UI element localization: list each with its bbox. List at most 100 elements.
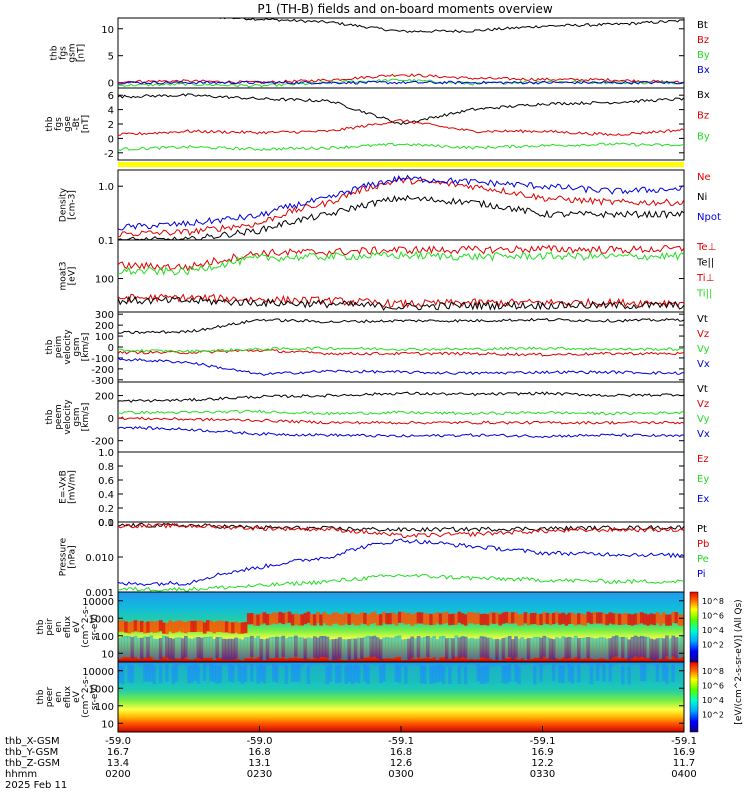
spectrogram-noise — [231, 638, 235, 660]
spectrogram-noise — [542, 665, 547, 684]
spectrogram-noise — [218, 636, 223, 658]
spectrogram-noise — [162, 635, 166, 657]
spectrogram-band — [482, 613, 487, 625]
spectrogram-noise — [397, 635, 402, 657]
spectrogram-noise — [479, 636, 484, 658]
spectrogram-band — [435, 612, 440, 624]
spectrogram-band — [124, 621, 128, 633]
spectrogram-noise — [586, 637, 591, 659]
y-tick-label: 10 — [101, 649, 114, 660]
spectrogram-band — [275, 612, 279, 625]
spectrogram-noise — [507, 635, 512, 657]
spectrogram-noise — [451, 638, 455, 660]
spectrogram-noise — [309, 638, 314, 660]
spectrogram-band — [671, 611, 676, 623]
y-axis-label: peem — [54, 404, 64, 430]
spectrogram-band — [608, 612, 613, 624]
spectrogram-noise — [646, 664, 650, 683]
spectrogram-noise — [639, 635, 644, 657]
spectrogram-band — [334, 612, 339, 624]
spectrogram-band — [633, 613, 638, 625]
spectrogram-band — [539, 613, 543, 626]
spectrogram-band — [658, 614, 663, 626]
spectrogram-band — [599, 612, 603, 624]
spectrogram-noise — [479, 666, 484, 685]
spectrogram-noise — [297, 637, 301, 659]
spectrogram-noise — [441, 666, 446, 685]
spectrogram-noise — [511, 639, 515, 661]
spectrogram-band — [580, 613, 584, 625]
spectrogram-noise — [583, 663, 588, 682]
y-axis-label: moat3 — [59, 261, 69, 290]
y-tick-label: 1.0 — [98, 182, 114, 193]
y-tick-label: 0.4 — [98, 490, 114, 501]
spectrogram-band — [259, 613, 264, 625]
spectrogram-noise — [599, 665, 603, 684]
spectrogram-noise — [595, 638, 600, 660]
spectrogram-noise — [118, 637, 122, 659]
spectrogram-noise — [143, 636, 147, 658]
spectrogram-noise — [124, 665, 128, 683]
spectrogram-noise — [121, 636, 125, 658]
spectrogram-noise — [665, 666, 669, 684]
y-axis-label: [nPa] — [68, 545, 78, 568]
spectrogram-noise — [404, 666, 408, 684]
y-tick-label: 0.2 — [98, 504, 114, 515]
spectrogram-noise — [511, 664, 515, 682]
spectrogram-noise — [206, 666, 210, 684]
panel-fgs_gse: 6 4 2 0 -2 thb fgs gse -Bt [nT] Bx Bz By — [45, 87, 710, 161]
spectrogram-noise — [551, 639, 556, 661]
spectrogram-band — [212, 622, 216, 634]
spectrogram-band — [495, 612, 499, 624]
spectrogram-band — [583, 614, 588, 626]
spectrogram-noise — [643, 636, 647, 658]
spectrogram-band — [577, 613, 581, 625]
spectrogram-noise — [577, 638, 581, 660]
y-tick-label: 0.001 — [85, 588, 114, 599]
spectrogram-noise — [319, 663, 323, 682]
legend-temperature: Ti|| — [696, 289, 712, 300]
spectrogram-noise — [341, 639, 345, 661]
spectrogram-noise — [391, 664, 396, 682]
spectrogram-noise — [218, 665, 223, 684]
panel-fgs_gsm: 10 5 0 thb fgs gsm [nT] Bt Bz By Bx — [50, 17, 710, 90]
spectrogram-noise — [294, 635, 298, 657]
x-tick-label: 0400 — [671, 769, 696, 780]
y-axis-label: gse — [63, 116, 73, 132]
panel-peir_spec: 10000 1000 100 10 thb peir en eflux eV (cm^2-s-sr… — [36, 591, 685, 663]
legend-density: Ne — [697, 172, 711, 183]
y-tick-label: 100 — [95, 632, 114, 643]
series-peim_velocity-Vy — [118, 346, 684, 354]
spectrogram-noise — [523, 665, 528, 683]
spectrogram-band — [328, 614, 333, 626]
spectrogram-noise — [548, 664, 553, 682]
spectrogram-noise — [366, 666, 371, 684]
spectrogram-noise — [136, 637, 141, 659]
legend-peem_velocity: Vz — [697, 399, 709, 410]
x-tick-label: 16.9 — [673, 747, 695, 758]
spectrogram-noise — [614, 664, 619, 683]
spectrogram-noise — [567, 636, 572, 658]
spectrogram-noise — [526, 638, 531, 660]
spectrogram-noise — [617, 664, 622, 682]
spectrogram-band — [526, 614, 531, 626]
spectrogram-noise — [253, 666, 257, 684]
spectrogram-noise — [404, 638, 408, 660]
spectrogram-noise — [457, 637, 462, 659]
spectrogram-noise — [143, 664, 147, 682]
spectrogram-band — [206, 620, 210, 632]
spectrogram-noise — [334, 638, 339, 660]
spectrogram-noise — [599, 637, 603, 659]
spectrogram-noise — [517, 666, 521, 685]
spectrogram-noise — [312, 636, 317, 658]
legend-efield: Ex — [697, 494, 709, 505]
spectrogram-noise — [237, 664, 242, 682]
spectrogram-noise — [407, 638, 411, 660]
spectrogram-band — [649, 613, 654, 625]
spectrogram-band — [507, 612, 512, 624]
spectrogram-band — [523, 612, 528, 624]
spectrogram-noise — [177, 637, 182, 659]
spectrogram-noise — [432, 665, 437, 684]
y-axis-label: sr-eV) — [90, 684, 100, 710]
